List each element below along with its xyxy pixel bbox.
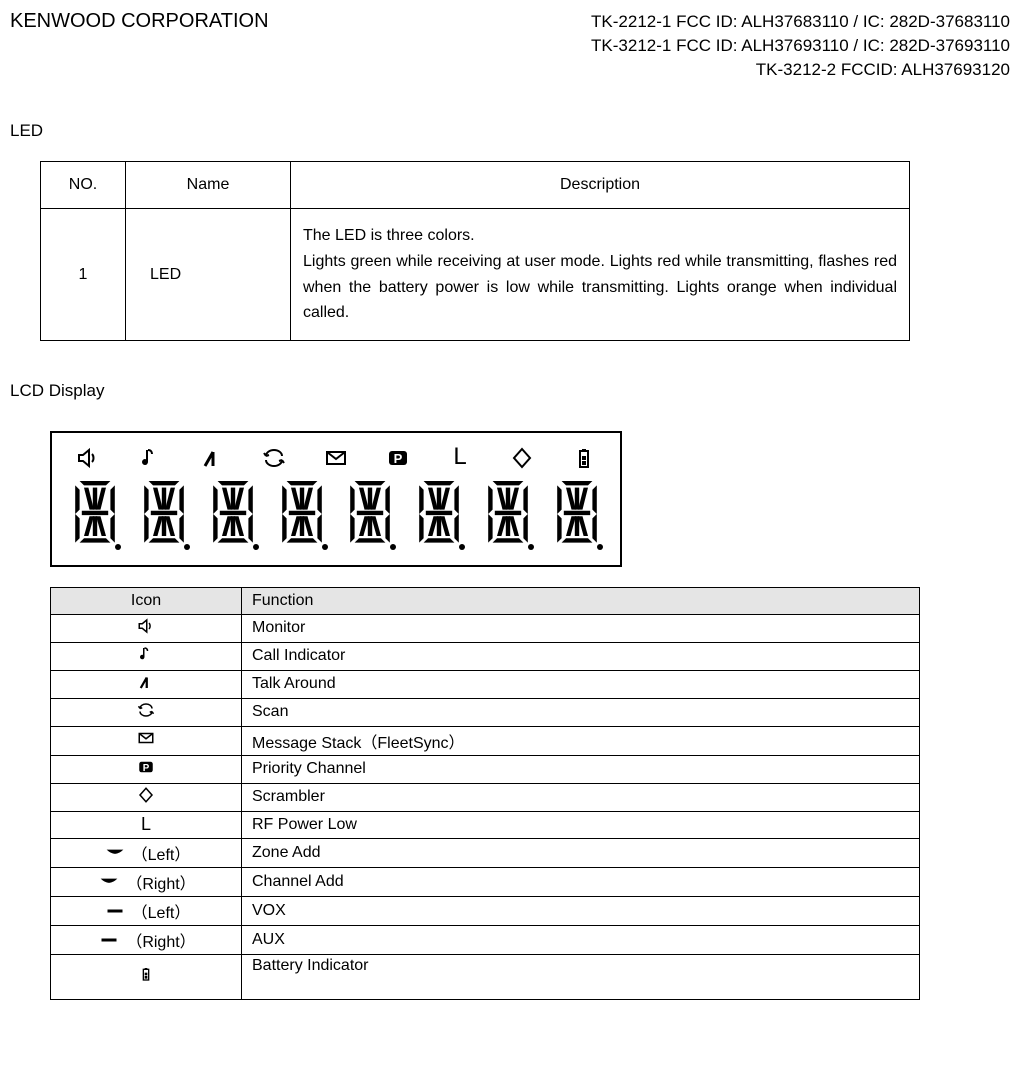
id-line: TK-3212-2 FCCID: ALH37693120	[591, 58, 1010, 82]
function-cell: Channel Add	[242, 867, 920, 896]
icon-row: （Right）AUX	[51, 925, 920, 954]
fcc-ids: TK-2212-1 FCC ID: ALH37683110 / IC: 282D…	[591, 10, 1010, 81]
lcd-icon-antenna	[196, 444, 228, 470]
lcd-digit	[206, 477, 260, 555]
icon-row: Talk Around	[51, 670, 920, 698]
function-cell: Talk Around	[242, 670, 920, 698]
icon-row: Call Indicator	[51, 642, 920, 670]
function-cell: Monitor	[242, 614, 920, 642]
icon-cell	[51, 642, 242, 670]
icon-cell	[51, 698, 242, 726]
lcd-icon-scan	[258, 444, 290, 470]
icon-cell: （Right）	[51, 925, 242, 954]
icons-header-function: Function	[242, 587, 920, 614]
id-line: TK-2212-1 FCC ID: ALH37683110 / IC: 282D…	[591, 10, 1010, 34]
icon-row: （Left）VOX	[51, 896, 920, 925]
icon-row: （Right）Channel Add	[51, 867, 920, 896]
led-row-no: 1	[41, 209, 126, 340]
lcd-display: L	[50, 431, 622, 567]
led-row-name: LED	[126, 209, 291, 340]
function-cell: Priority Channel	[242, 755, 920, 783]
function-cell: Battery Indicator	[242, 954, 920, 999]
lcd-icon-note	[134, 444, 166, 470]
page-header: KENWOOD CORPORATION TK-2212-1 FCC ID: AL…	[10, 10, 1010, 81]
icon-cell	[51, 783, 242, 811]
function-cell: VOX	[242, 896, 920, 925]
icon-row: Battery Indicator	[51, 954, 920, 999]
lcd-icon-diamond	[506, 444, 538, 470]
icon-cell: （Left）	[51, 838, 242, 867]
function-cell: Call Indicator	[242, 642, 920, 670]
icon-row: Monitor	[51, 614, 920, 642]
lcd-icon-L_text: L	[444, 443, 476, 471]
function-cell: Message Stack（FleetSync）	[242, 726, 920, 755]
lcd-section-title: LCD Display	[10, 381, 1010, 401]
icon-cell	[51, 954, 242, 999]
icon-cell	[51, 614, 242, 642]
icon-cell: L	[51, 811, 242, 838]
lcd-digits	[66, 477, 606, 557]
lcd-digit	[550, 477, 604, 555]
function-cell: Scrambler	[242, 783, 920, 811]
icons-header-icon: Icon	[51, 587, 242, 614]
lcd-digit	[68, 477, 122, 555]
led-row-desc: The LED is three colors.Lights green whi…	[291, 209, 910, 340]
lcd-icon-priority	[382, 444, 414, 470]
led-col-name: Name	[126, 162, 291, 209]
lcd-digit	[412, 477, 466, 555]
lcd-icon-battery	[568, 444, 600, 470]
icon-function-table: Icon Function MonitorCall IndicatorTalk …	[50, 587, 920, 1000]
icon-row: （Left）Zone Add	[51, 838, 920, 867]
icon-row: Scrambler	[51, 783, 920, 811]
icon-cell: （Left）	[51, 896, 242, 925]
lcd-digit	[275, 477, 329, 555]
icon-row: Message Stack（FleetSync）	[51, 726, 920, 755]
company-name: KENWOOD CORPORATION	[10, 10, 269, 33]
icon-row: Scan	[51, 698, 920, 726]
led-table: NO. Name Description 1 LED The LED is th…	[40, 161, 910, 340]
lcd-digit	[481, 477, 535, 555]
icon-row: LRF Power Low	[51, 811, 920, 838]
function-cell: AUX	[242, 925, 920, 954]
icon-cell	[51, 726, 242, 755]
led-section-title: LED	[10, 121, 1010, 141]
lcd-digit	[343, 477, 397, 555]
lcd-top-icons: L	[66, 443, 606, 477]
icon-row: Priority Channel	[51, 755, 920, 783]
function-cell: Scan	[242, 698, 920, 726]
function-cell: RF Power Low	[242, 811, 920, 838]
function-cell: Zone Add	[242, 838, 920, 867]
id-line: TK-3212-1 FCC ID: ALH37693110 / IC: 282D…	[591, 34, 1010, 58]
lcd-digit	[137, 477, 191, 555]
lcd-icon-envelope	[320, 444, 352, 470]
icon-cell	[51, 670, 242, 698]
lcd-icon-speaker	[72, 444, 104, 470]
led-col-no: NO.	[41, 162, 126, 209]
led-col-desc: Description	[291, 162, 910, 209]
icon-cell	[51, 755, 242, 783]
icon-cell: （Right）	[51, 867, 242, 896]
